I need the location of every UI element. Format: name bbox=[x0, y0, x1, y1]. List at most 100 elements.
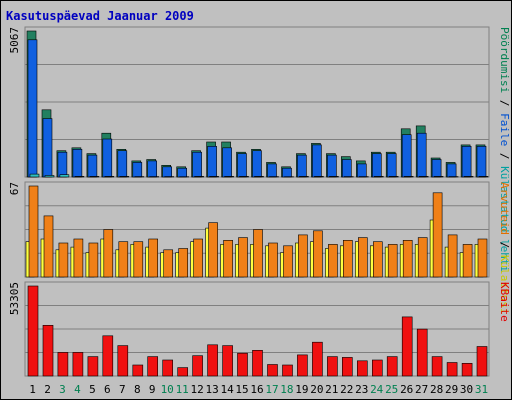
bar-kbaite-27 bbox=[416, 328, 428, 377]
bar-külastatud-lehti-6 bbox=[104, 176, 115, 178]
bar-faile-1 bbox=[27, 39, 38, 178]
bar-külastatud-lehti-14 bbox=[224, 176, 234, 178]
bar-külastatud-lehti-5 bbox=[89, 176, 100, 178]
legend-entry: Külastatud lehti bbox=[498, 166, 511, 272]
bar-arvuteid-8 bbox=[133, 241, 144, 278]
bar-arvuteid-22 bbox=[342, 240, 353, 278]
bar-arvuteid-14 bbox=[223, 240, 233, 278]
x-tick-label: 7 bbox=[119, 383, 126, 396]
bar-kbaite-5 bbox=[87, 356, 99, 377]
x-tick-label: 31 bbox=[475, 383, 488, 396]
bar-faile-19 bbox=[297, 154, 307, 178]
bar-kbaite-22 bbox=[341, 357, 353, 377]
bar-arvuteid-21 bbox=[328, 244, 338, 278]
x-tick-label: 21 bbox=[325, 383, 338, 396]
bar-faile-5 bbox=[87, 154, 98, 178]
bar-külastatud-lehti-24 bbox=[373, 176, 384, 178]
bar-kbaite-25 bbox=[386, 356, 398, 377]
bar-kbaite-20 bbox=[312, 341, 323, 377]
x-tick-label: 13 bbox=[205, 383, 218, 396]
bar-faile-6 bbox=[102, 138, 113, 178]
x-tick-label: 6 bbox=[104, 383, 111, 396]
bar-kbaite-31 bbox=[476, 346, 488, 377]
x-tick-label: 9 bbox=[149, 383, 156, 396]
bar-kbaite-16 bbox=[252, 349, 263, 377]
panel-max-label: 53305 bbox=[8, 282, 21, 315]
legend-entry: Külastusi bbox=[498, 255, 511, 315]
bar-külastatud-lehti-20 bbox=[314, 176, 324, 178]
legend-entry: / bbox=[498, 146, 511, 166]
bar-kbaite-18 bbox=[282, 364, 293, 377]
bar-külastatud-lehti-4 bbox=[74, 176, 85, 178]
bar-kbaite-10 bbox=[162, 359, 173, 377]
chart-title: Kasutuspäevad Jaanuar 2009 bbox=[6, 9, 194, 23]
bar-külastatud-lehti-19 bbox=[299, 176, 309, 178]
bar-arvuteid-10 bbox=[163, 249, 173, 278]
bar-kbaite-15 bbox=[237, 352, 248, 377]
bar-kbaite-7 bbox=[117, 345, 129, 377]
bar-arvuteid-3 bbox=[58, 242, 69, 278]
x-axis-labels: 1 2 3 4 5 6 7 8 9 10 11 12 13 14 15 16 17 18 19 20 21 22 23 24 2… bbox=[29, 383, 488, 396]
legend-entry: Arvuteid bbox=[498, 182, 511, 235]
bar-faile-23 bbox=[356, 163, 367, 178]
bar-arvuteid-18 bbox=[283, 245, 293, 278]
bar-kbaite-6 bbox=[102, 335, 114, 377]
x-tick-label: 14 bbox=[220, 383, 234, 396]
bar-faile-29 bbox=[446, 163, 457, 178]
x-tick-label: 2 bbox=[44, 383, 51, 396]
bar-külastatud-lehti-27 bbox=[418, 176, 429, 178]
bar-külastatud-lehti-26 bbox=[403, 176, 414, 178]
x-tick-label: 18 bbox=[280, 383, 293, 396]
bar-faile-16 bbox=[252, 150, 262, 178]
bar-faile-24 bbox=[371, 153, 382, 178]
bar-faile-14 bbox=[222, 147, 232, 178]
x-tick-label: 28 bbox=[430, 383, 443, 396]
x-tick-label: 22 bbox=[340, 383, 353, 396]
bar-faile-11 bbox=[177, 167, 187, 178]
bar-kbaite-21 bbox=[327, 356, 338, 377]
x-tick-label: 26 bbox=[400, 383, 413, 396]
bar-arvuteid-25 bbox=[387, 244, 398, 278]
bar-faile-8 bbox=[132, 162, 143, 178]
x-tick-label: 27 bbox=[415, 383, 428, 396]
legend-entry: KBaite bbox=[498, 282, 511, 322]
bar-kbaite-29 bbox=[446, 362, 458, 377]
x-tick-label: 12 bbox=[190, 383, 203, 396]
bar-faile-21 bbox=[327, 154, 337, 178]
bar-kbaite-30 bbox=[461, 362, 473, 377]
bar-kbaite-11 bbox=[177, 367, 188, 377]
bar-külastatud-lehti-1 bbox=[29, 173, 40, 178]
bar-külastatud-lehti-7 bbox=[119, 176, 130, 178]
legend-entry: / bbox=[498, 93, 511, 113]
bar-faile-25 bbox=[386, 153, 397, 178]
bar-faile-13 bbox=[207, 146, 217, 178]
x-tick-label: 29 bbox=[445, 383, 458, 396]
bar-kbaite-13 bbox=[207, 344, 218, 377]
bar-faile-9 bbox=[147, 160, 157, 178]
x-tick-label: 15 bbox=[235, 383, 248, 396]
bar-faile-4 bbox=[72, 149, 83, 178]
bar-arvuteid-29 bbox=[447, 234, 458, 278]
bar-arvuteid-27 bbox=[417, 237, 428, 278]
legend-entry: Faile bbox=[498, 113, 511, 146]
x-tick-label: 3 bbox=[59, 383, 66, 396]
bar-faile-20 bbox=[312, 144, 322, 178]
bar-külastatud-lehti-16 bbox=[254, 176, 264, 178]
bar-kbaite-28 bbox=[431, 356, 443, 377]
bar-külastatud-lehti-13 bbox=[209, 176, 219, 178]
x-tick-label: 24 bbox=[370, 383, 384, 396]
panel-legend: Arvuteid / Külastusi bbox=[498, 182, 511, 314]
bar-kbaite-1 bbox=[27, 285, 39, 377]
x-tick-label: 17 bbox=[265, 383, 278, 396]
x-tick-label: 16 bbox=[250, 383, 263, 396]
bar-arvuteid-31 bbox=[477, 238, 488, 278]
bar-arvuteid-26 bbox=[402, 240, 413, 278]
panel-legend: KBaite bbox=[498, 282, 511, 322]
x-tick-label: 19 bbox=[295, 383, 308, 396]
panel-max-label: 67 bbox=[8, 182, 21, 195]
bar-kbaite-9 bbox=[147, 356, 158, 377]
bar-arvuteid-2 bbox=[43, 215, 54, 278]
x-tick-label: 30 bbox=[460, 383, 473, 396]
bar-faile-22 bbox=[341, 159, 352, 178]
bar-külastatud-lehti-28 bbox=[433, 176, 444, 178]
